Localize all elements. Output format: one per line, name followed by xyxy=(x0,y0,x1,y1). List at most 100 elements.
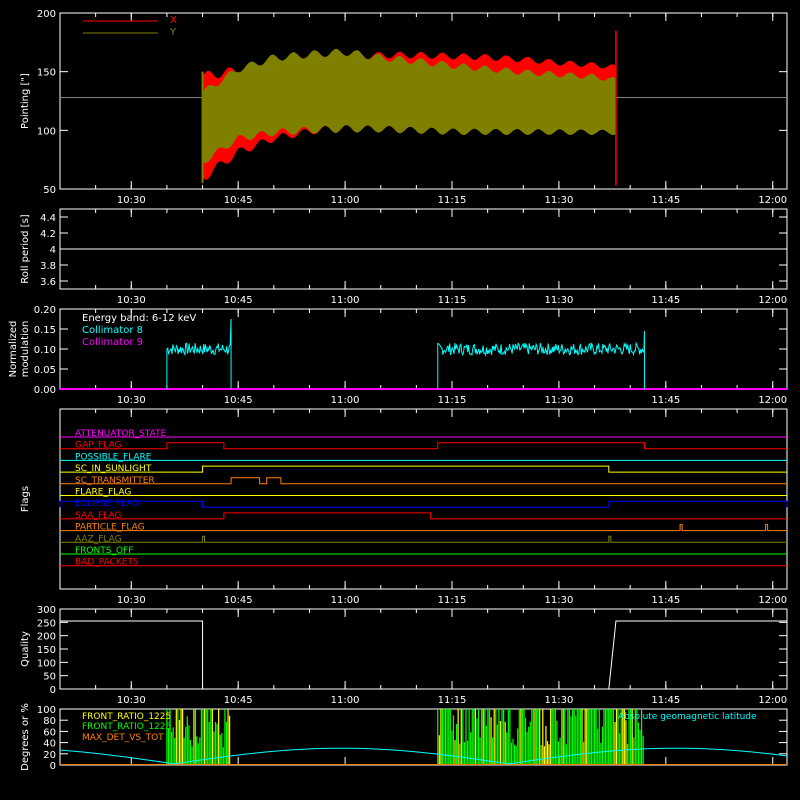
flags-y-label: Flags xyxy=(20,486,31,512)
quality-y-tick-label: 150 xyxy=(37,645,56,656)
modulation-x-tick-label: 11:00 xyxy=(331,395,360,406)
flag-label: ATTENUATOR_STATE xyxy=(75,429,167,439)
modulation-legend-label: Collimator 8 xyxy=(82,325,143,336)
pointing-x-tick-label: 11:30 xyxy=(545,195,574,206)
pointing-x-tick-label: 12:00 xyxy=(758,195,787,206)
ratios-y-tick-label: 40 xyxy=(43,739,56,750)
flags-x-tick-label: 11:30 xyxy=(545,595,574,606)
quality-y-axis: 0 50 100 150 200 250 300 xyxy=(37,605,787,696)
flag-row: FLARE_FLAG xyxy=(60,488,787,498)
quality-y-tick-label: 100 xyxy=(37,658,56,669)
roll-x-tick-label: 11:00 xyxy=(331,295,360,306)
collimator-8-segment xyxy=(166,318,232,389)
quality-x-tick-label: 10:45 xyxy=(224,695,253,706)
modulation-legend-label: Collimator 9 xyxy=(82,337,143,348)
flag-label: PARTICLE_FLAG xyxy=(75,523,145,533)
pointing-frame xyxy=(59,12,788,190)
flags-x-axis: 10:30 10:45 11:00 11:15 11:30 11:45 12:00 xyxy=(95,409,787,606)
flag-row: SAA_FLAG xyxy=(60,511,787,521)
modulation-y-label-line: modulation xyxy=(20,321,31,378)
flag-row: SC_TRANSMITTER xyxy=(60,476,787,486)
roll-y-tick-label: 3.6 xyxy=(40,277,56,288)
modulation-y-tick-label: 0.20 xyxy=(34,305,56,316)
geomagnetic-latitude-line xyxy=(59,747,788,765)
flag-label: FRONTS_OFF xyxy=(75,546,133,556)
flag-row: FRONTS_OFF xyxy=(60,546,787,556)
modulation-x-tick-label: 11:30 xyxy=(545,395,574,406)
flag-row: ECLIPSE_FLAG xyxy=(59,499,788,509)
flag-trace xyxy=(60,477,787,485)
quality-line xyxy=(60,620,787,690)
collimator-8-segment xyxy=(437,330,645,389)
ratios-y-tick-label: 60 xyxy=(43,727,56,738)
flag-row: POSSIBLE_FLARE xyxy=(60,452,787,462)
roll-y-tick-label: 4.2 xyxy=(40,229,56,240)
pointing-y-label: Pointing ["] xyxy=(20,73,31,129)
quality-x-tick-label: 11:30 xyxy=(545,695,574,706)
ratios-frame xyxy=(59,708,788,766)
pointing-series-y-band xyxy=(202,48,616,163)
pointing-x-axis: 10:30 10:45 11:00 11:15 11:30 11:45 12:00 xyxy=(95,13,787,206)
pointing-x-tick-label: 11:15 xyxy=(438,195,467,206)
ratios-y-tick-label: 0 xyxy=(50,761,56,772)
ratio-bar-group xyxy=(166,709,231,765)
ratios-legend-label: MAX_DET_VS_TOT xyxy=(82,733,164,743)
modulation-x-tick-label: 10:45 xyxy=(224,395,253,406)
pointing-y-axis: 50 100 150 200 xyxy=(37,9,787,196)
flags-x-tick-label: 12:00 xyxy=(758,595,787,606)
roll-y-tick-label: 4 xyxy=(50,245,56,256)
quality-x-tick-label: 11:45 xyxy=(651,695,680,706)
pointing-x-tick-label: 10:45 xyxy=(224,195,253,206)
pointing-y-tick-label: 100 xyxy=(37,126,56,137)
flags-x-tick-label: 11:00 xyxy=(331,595,360,606)
roll-y-tick-label: 4.4 xyxy=(40,213,56,224)
quality-x-tick-label: 10:30 xyxy=(117,695,146,706)
modulation-y-tick-label: 0.00 xyxy=(34,385,56,396)
pointing-legend-label: Y xyxy=(169,27,177,38)
pointing-x-tick-label: 11:45 xyxy=(651,195,680,206)
quality-x-axis: 10:30 10:45 11:00 11:15 11:30 11:45 12:00 xyxy=(95,609,787,706)
roll-x-tick-label: 10:30 xyxy=(117,295,146,306)
pointing-y-tick-label: 200 xyxy=(37,9,56,20)
flag-label: AAZ_FLAG xyxy=(75,534,122,544)
flag-row: ATTENUATOR_STATE xyxy=(60,429,787,439)
modulation-y-label-line: Normalized xyxy=(8,321,19,378)
modulation-x-tick-label: 10:30 xyxy=(117,395,146,406)
flag-label: FLARE_FLAG xyxy=(75,488,131,498)
ratios-y-tick-label: 20 xyxy=(43,750,56,761)
roll-x-axis: 10:30 10:45 11:00 11:15 11:30 11:45 12:00 xyxy=(95,209,787,306)
modulation-y-tick-label: 0.05 xyxy=(34,365,56,376)
roll-y-label: Roll period [s] xyxy=(20,214,31,283)
pointing-x-tick-label: 10:30 xyxy=(117,195,146,206)
ratios-y-tick-label: 100 xyxy=(37,705,56,716)
flag-row: SC_IN_SUNLIGHT xyxy=(60,464,787,474)
quality-y-label: Quality xyxy=(20,631,31,667)
ratios-legend-label: FRONT_RATIO_1225 xyxy=(82,712,171,722)
pointing-legend-label: X xyxy=(170,15,177,26)
quality-x-tick-label: 11:00 xyxy=(331,695,360,706)
roll-x-tick-label: 12:00 xyxy=(758,295,787,306)
flag-trace xyxy=(60,535,787,543)
flag-trace xyxy=(60,465,787,473)
roll-x-tick-label: 10:45 xyxy=(224,295,253,306)
flag-label: POSSIBLE_FLARE xyxy=(75,452,152,462)
quality-y-tick-label: 300 xyxy=(37,605,56,616)
roll-y-axis: 3.6 3.8 4 4.2 4.4 xyxy=(40,213,787,288)
flag-trace xyxy=(60,524,787,532)
flag-label: SAA_FLAG xyxy=(75,511,121,521)
pointing-y-tick-label: 150 xyxy=(37,68,56,79)
modulation-x-axis: 10:30 10:45 11:00 11:15 11:30 11:45 12:00 xyxy=(95,309,787,406)
quality-y-tick-label: 250 xyxy=(37,618,56,629)
modulation-y-tick-label: 0.15 xyxy=(34,325,56,336)
quality-x-tick-label: 12:00 xyxy=(758,695,787,706)
flags-x-tick-label: 11:45 xyxy=(651,595,680,606)
flag-label: GAP_FLAG xyxy=(75,441,121,451)
flag-row: GAP_FLAG xyxy=(60,441,787,451)
flag-trace xyxy=(60,512,787,520)
flag-row: AAZ_FLAG xyxy=(60,534,787,544)
flag-label: BAD_PACKETS xyxy=(75,558,139,568)
modulation-annotation: Energy band: 6-12 keV xyxy=(82,313,196,324)
flag-row: BAD_PACKETS xyxy=(60,558,787,568)
